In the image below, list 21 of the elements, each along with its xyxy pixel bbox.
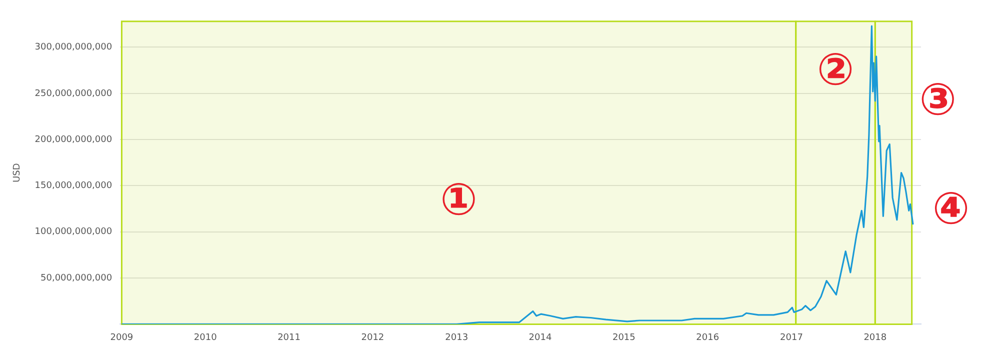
band-label: ③ [919, 74, 956, 126]
x-tick-label: 2016 [696, 332, 720, 343]
x-tick-label: 2013 [445, 332, 468, 343]
text: ④ [932, 184, 970, 235]
x-tick-label: 2009 [110, 332, 134, 343]
x-tick-label: 2012 [361, 332, 384, 343]
band-label: ② [816, 44, 854, 96]
y-tick-label: 200,000,000,000 [34, 134, 112, 145]
y-tick-label: 50,000,000,000 [40, 273, 112, 284]
x-tick-label: 2010 [194, 332, 218, 343]
y-tick-label: 300,000,000,000 [34, 42, 112, 53]
x-tick-label: 2014 [528, 332, 552, 343]
y-tick-label: 150,000,000,000 [34, 181, 112, 192]
x-tick-label: 2015 [612, 332, 636, 343]
x-tick-label: 2018 [864, 332, 887, 343]
x-tick-label: 2011 [278, 332, 300, 343]
x-tick-label: 2017 [780, 332, 803, 343]
y-tick-label: 250,000,000,000 [34, 88, 112, 99]
y-axis-title: USD [12, 163, 23, 182]
y-tick-label: 100,000,000,000 [34, 227, 112, 238]
band-label: ① [440, 174, 478, 226]
